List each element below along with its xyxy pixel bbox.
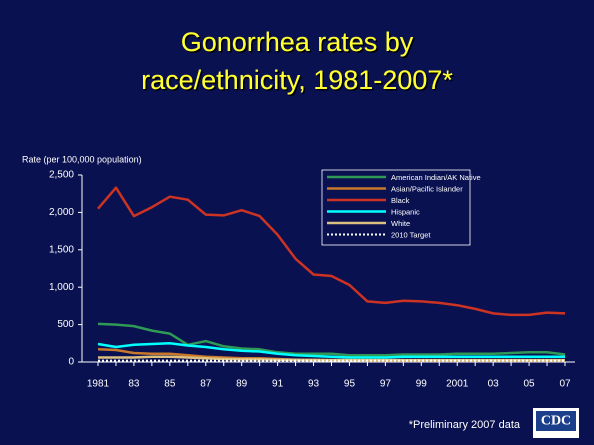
x-tick-label: 99 <box>416 379 428 390</box>
x-tick-label: 95 <box>344 379 356 390</box>
y-tick-label: 2,000 <box>49 207 74 218</box>
series-line <box>97 186 566 317</box>
legend-label: Black <box>391 196 410 205</box>
x-tick-label: 85 <box>164 379 176 390</box>
legend-box <box>321 169 471 246</box>
x-tick-label: 2001 <box>446 379 469 390</box>
series-line <box>97 342 565 359</box>
x-tick-label: 87 <box>200 379 212 390</box>
logo: CDC <box>533 408 579 438</box>
y-tick-label: 2,500 <box>49 170 74 181</box>
legend-label: White <box>391 219 410 228</box>
title-line: race/ethnicity, 1981-2007* <box>141 65 453 95</box>
y-axis-label: Rate (per 100,000 population) <box>22 154 142 164</box>
x-tick-label: 89 <box>236 379 248 390</box>
x-tick-label: 05 <box>524 379 536 390</box>
y-tick-label: 1,500 <box>49 244 74 255</box>
y-tick-label: 500 <box>57 319 74 330</box>
x-tick-label: 83 <box>128 379 140 390</box>
legend-label: Asian/Pacific Islander <box>391 184 463 193</box>
logo-text: CDC <box>541 414 571 429</box>
x-tick-label: 07 <box>559 379 571 390</box>
title-line: Gonorrhea rates by <box>181 27 414 57</box>
footnote: *Preliminary 2007 data <box>409 419 521 431</box>
legend-label: American Indian/AK Native <box>391 173 481 182</box>
legend-label: 2010 Target <box>391 230 431 239</box>
x-tick-label: 03 <box>488 379 500 390</box>
logo-inner <box>536 411 576 431</box>
series-line <box>97 322 566 357</box>
x-tick-label: 91 <box>272 379 284 390</box>
legend-label: Hispanic <box>391 207 420 216</box>
x-tick-label: 97 <box>380 379 392 390</box>
y-tick-label: 0 <box>68 357 74 368</box>
x-tick-label: 93 <box>308 379 320 390</box>
x-tick-label: 1981 <box>87 379 110 390</box>
y-tick-label: 1,000 <box>49 282 74 293</box>
